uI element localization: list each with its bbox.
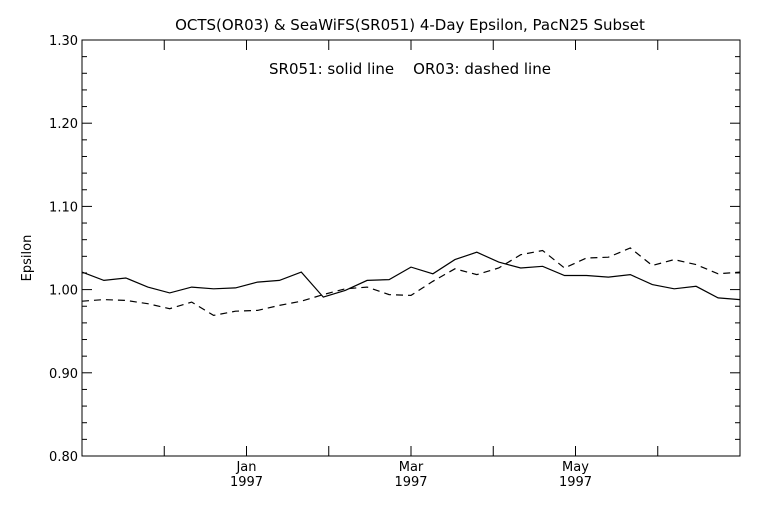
x-tick-label-year: 1997 [230,475,263,490]
chart-title: OCTS(OR03) & SeaWiFS(SR051) 4-Day Epsilo… [175,16,645,34]
series-line-sr051 [81,251,741,301]
x-tick-label-month: Mar [399,460,424,475]
x-tick-label-month: May [562,460,589,475]
y-axis-label: Epsilon [20,235,35,282]
y-tick-label: 0.90 [49,367,78,382]
series-line-or03 [81,247,741,317]
x-tick-label-year: 1997 [559,475,592,490]
y-tick-label: 1.30 [49,34,78,49]
x-tick-label-month: Jan [235,460,256,475]
y-tick-label: 1.00 [49,284,78,299]
plot-frame [81,39,741,457]
x-tick-label-year: 1997 [394,475,427,490]
y-tick-label: 0.80 [49,450,78,465]
legend-annotation: SR051: solid line OR03: dashed line [269,60,551,78]
y-tick-label: 1.10 [49,200,78,215]
y-tick-label: 1.20 [49,117,78,132]
